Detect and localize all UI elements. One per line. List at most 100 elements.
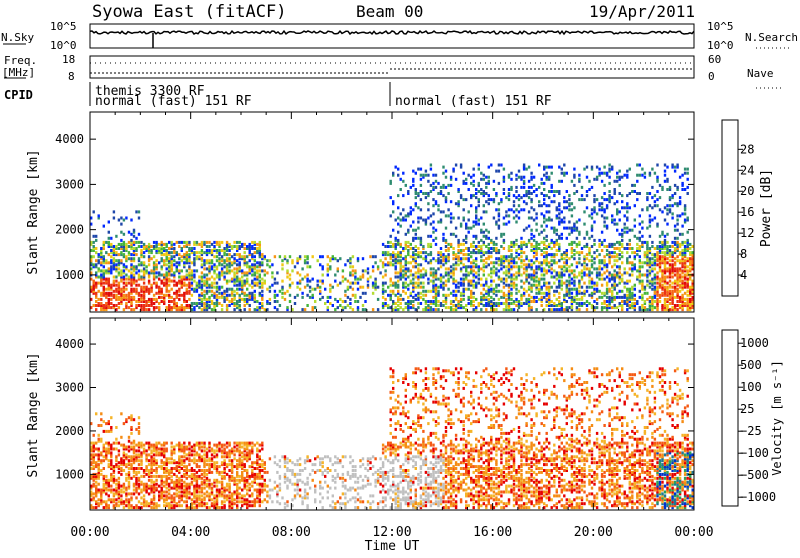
power-echo-cell	[384, 290, 386, 293]
power-echo-cell	[120, 217, 122, 220]
power-echo-cell	[427, 235, 429, 238]
freq-top-tick: 18	[62, 53, 75, 66]
power-echo-cell	[130, 219, 132, 222]
velocity-echo-cell	[98, 483, 100, 486]
power-echo-cell	[188, 247, 190, 250]
power-echo-cell	[410, 247, 412, 250]
nsky-panel-frame	[90, 24, 694, 48]
power-echo-cell	[671, 245, 673, 248]
power-echo-cell	[442, 294, 444, 297]
power-echo-cell	[671, 306, 673, 309]
power-echo-cell	[520, 280, 522, 283]
power-echo-cell	[450, 265, 452, 268]
power-echo-cell	[317, 280, 319, 283]
power-echo-cell	[671, 212, 673, 215]
nsky-trace	[90, 31, 694, 48]
power-echo-cell	[148, 304, 150, 307]
power-echo-cell	[319, 298, 321, 301]
power-echo-cell	[425, 300, 427, 303]
power-echo-cell	[397, 194, 399, 197]
power-echo-cell	[606, 217, 608, 220]
power-echo-cell	[171, 280, 173, 283]
power-echo-cell	[500, 278, 502, 281]
power-echo-cell	[430, 184, 432, 187]
velocity-echo-cell	[93, 434, 95, 437]
power-echo-cell	[498, 249, 500, 252]
power-echo-cell	[485, 176, 487, 179]
power-echo-cell	[387, 304, 389, 307]
power-echo-cell	[261, 282, 263, 285]
power-echo-cell	[450, 243, 452, 246]
power-echo-cell	[541, 241, 543, 244]
power-echo-cell	[566, 200, 568, 203]
power-echo-cell	[659, 235, 661, 238]
power-echo-cell	[415, 282, 417, 285]
power-echo-cell	[93, 241, 95, 244]
power-echo-cell	[259, 241, 261, 244]
power-echo-cell	[145, 286, 147, 289]
power-echo-cell	[435, 229, 437, 232]
power-echo-cell	[475, 206, 477, 209]
power-echo-cell	[425, 251, 427, 254]
power-echo-cell	[525, 255, 527, 258]
power-echo-cell	[445, 170, 447, 173]
power-echo-cell	[188, 298, 190, 301]
power-echo-cell	[480, 178, 482, 181]
power-echo-cell	[626, 308, 628, 311]
power-echo-cell	[178, 253, 180, 256]
power-echo-cell	[463, 243, 465, 246]
power-echo-cell	[213, 292, 215, 295]
power-echo-cell	[558, 202, 560, 205]
power-echo-cell	[684, 219, 686, 222]
power-echo-cell	[236, 263, 238, 266]
power-echo-cell	[254, 247, 256, 250]
power-echo-cell	[669, 280, 671, 283]
power-echo-cell	[598, 259, 600, 262]
power-echo-cell	[598, 168, 600, 171]
power-echo-cell	[556, 261, 558, 264]
power-echo-cell	[563, 221, 565, 224]
power-echo-cell	[213, 302, 215, 305]
power-echo-cell	[397, 304, 399, 307]
power-echo-cell	[518, 300, 520, 303]
power-echo-cell	[659, 245, 661, 248]
power-echo-cell	[606, 304, 608, 307]
power-echo-cell	[281, 267, 283, 270]
power-echo-cell	[546, 172, 548, 175]
power-echo-cell	[312, 278, 314, 281]
power-echo-cell	[583, 265, 585, 268]
power-echo-cell	[181, 255, 183, 258]
power-echo-cell	[241, 255, 243, 258]
velocity-echo-cell	[105, 442, 107, 445]
power-echo-cell	[588, 294, 590, 297]
power-echo-cell	[493, 265, 495, 268]
power-echo-cell	[561, 219, 563, 222]
power-echo-cell	[518, 217, 520, 220]
power-echo-cell	[276, 282, 278, 285]
power-heatmap	[90, 164, 694, 312]
power-echo-cell	[518, 194, 520, 197]
power-echo-cell	[593, 300, 595, 303]
power-echo-cell	[488, 255, 490, 258]
velocity-echo-cell	[108, 448, 110, 451]
velocity-echo-cell	[130, 463, 132, 466]
power-echo-cell	[684, 172, 686, 175]
power-echo-cell	[563, 269, 565, 272]
power-echo-cell	[357, 306, 359, 309]
power-echo-cell	[440, 302, 442, 305]
power-echo-cell	[281, 280, 283, 283]
power-echo-cell	[535, 265, 537, 268]
power-echo-cell	[541, 292, 543, 295]
power-echo-cell	[246, 245, 248, 248]
power-echo-cell	[417, 302, 419, 305]
power-echo-cell	[601, 302, 603, 305]
power-echo-cell	[435, 180, 437, 183]
power-echo-cell	[676, 255, 678, 258]
power-echo-cell	[422, 282, 424, 285]
power-echo-cell	[583, 237, 585, 240]
velocity-echo-cell	[103, 506, 105, 509]
power-echo-cell	[538, 200, 540, 203]
power-echo-cell	[108, 267, 110, 270]
power-echo-cell	[284, 255, 286, 258]
power-echo-cell	[621, 251, 623, 254]
